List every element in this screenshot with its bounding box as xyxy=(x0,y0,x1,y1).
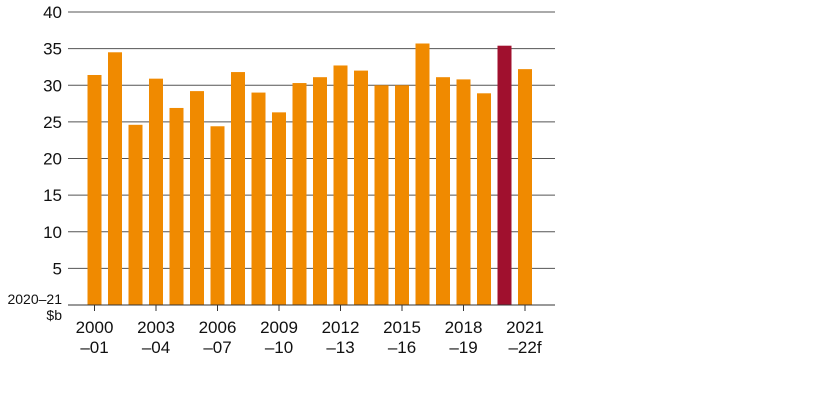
bar-2004–05 xyxy=(169,107,184,306)
bar-2012–13 xyxy=(333,65,348,305)
x-tick-sublabel-2015: –16 xyxy=(388,338,416,357)
x-tick-labels: 2000–012003–042006–072009–102012–132015–… xyxy=(76,318,544,357)
bar-2000–01 xyxy=(87,74,102,306)
y-tick-label-25: 25 xyxy=(43,113,62,132)
bar-2009–10 xyxy=(272,112,286,305)
bar-2020–21 xyxy=(497,45,512,305)
y-tick-label-35: 35 xyxy=(43,40,62,59)
x-tick-label-2006: 2006 xyxy=(199,318,237,337)
x-tick-sublabel-2009: –10 xyxy=(265,338,293,357)
x-tick-label-2015: 2015 xyxy=(383,318,421,337)
bar-2021–22f xyxy=(518,69,532,305)
x-tick-sublabel-2012: –13 xyxy=(326,338,354,357)
x-tick-sublabel-2003: –04 xyxy=(142,338,170,357)
bar-2007–08 xyxy=(231,72,245,305)
x-tick-label-2012: 2012 xyxy=(322,318,360,337)
x-tick-label-2003: 2003 xyxy=(137,318,175,337)
x-tick-label-2009: 2009 xyxy=(260,318,298,337)
bar-2008–09 xyxy=(251,92,266,305)
bar-2013–14 xyxy=(354,70,368,305)
bar-2015–16 xyxy=(395,85,409,305)
bar-2017–18 xyxy=(436,77,450,305)
bar-2011–12 xyxy=(313,77,327,305)
y-tick-label-15: 15 xyxy=(43,186,62,205)
x-tick-sublabel-2021: –22f xyxy=(508,338,541,357)
y-tick-labels: 5 10 15 20 25 30 35 40 xyxy=(43,3,62,278)
axes xyxy=(68,304,555,311)
x-tick-sublabel-2000: –01 xyxy=(80,338,108,357)
bar-2006–07 xyxy=(210,126,225,306)
bar-2019–20 xyxy=(477,93,491,306)
y-tick-label-5: 5 xyxy=(53,259,62,278)
bar-2005–06 xyxy=(190,91,204,305)
y-axis-label: 2020–21$b xyxy=(7,291,62,323)
x-tick-sublabel-2006: –07 xyxy=(203,338,231,357)
x-tick-label-2018: 2018 xyxy=(445,318,483,337)
x-tick-label-2000: 2000 xyxy=(76,318,114,337)
bars xyxy=(87,43,532,306)
bar-2010–11 xyxy=(292,83,307,306)
y-tick-label-30: 30 xyxy=(43,76,62,95)
bar-2018–19 xyxy=(456,79,471,305)
bar-2014–15 xyxy=(374,85,389,305)
bar-2016–17 xyxy=(415,43,430,306)
bar-2001–02 xyxy=(108,52,122,305)
y-tick-label-10: 10 xyxy=(43,223,62,242)
y-tick-label-20: 20 xyxy=(43,150,62,169)
y-unit-label-line-1: 2020–21 xyxy=(7,291,62,307)
bar-2002–03 xyxy=(128,124,143,306)
x-tick-label-2021: 2021 xyxy=(506,318,544,337)
y-tick-label-40: 40 xyxy=(43,3,62,22)
bar-2003–04 xyxy=(149,78,163,305)
y-unit-label-line-2: $b xyxy=(46,307,62,323)
x-tick-sublabel-2018: –19 xyxy=(449,338,477,357)
